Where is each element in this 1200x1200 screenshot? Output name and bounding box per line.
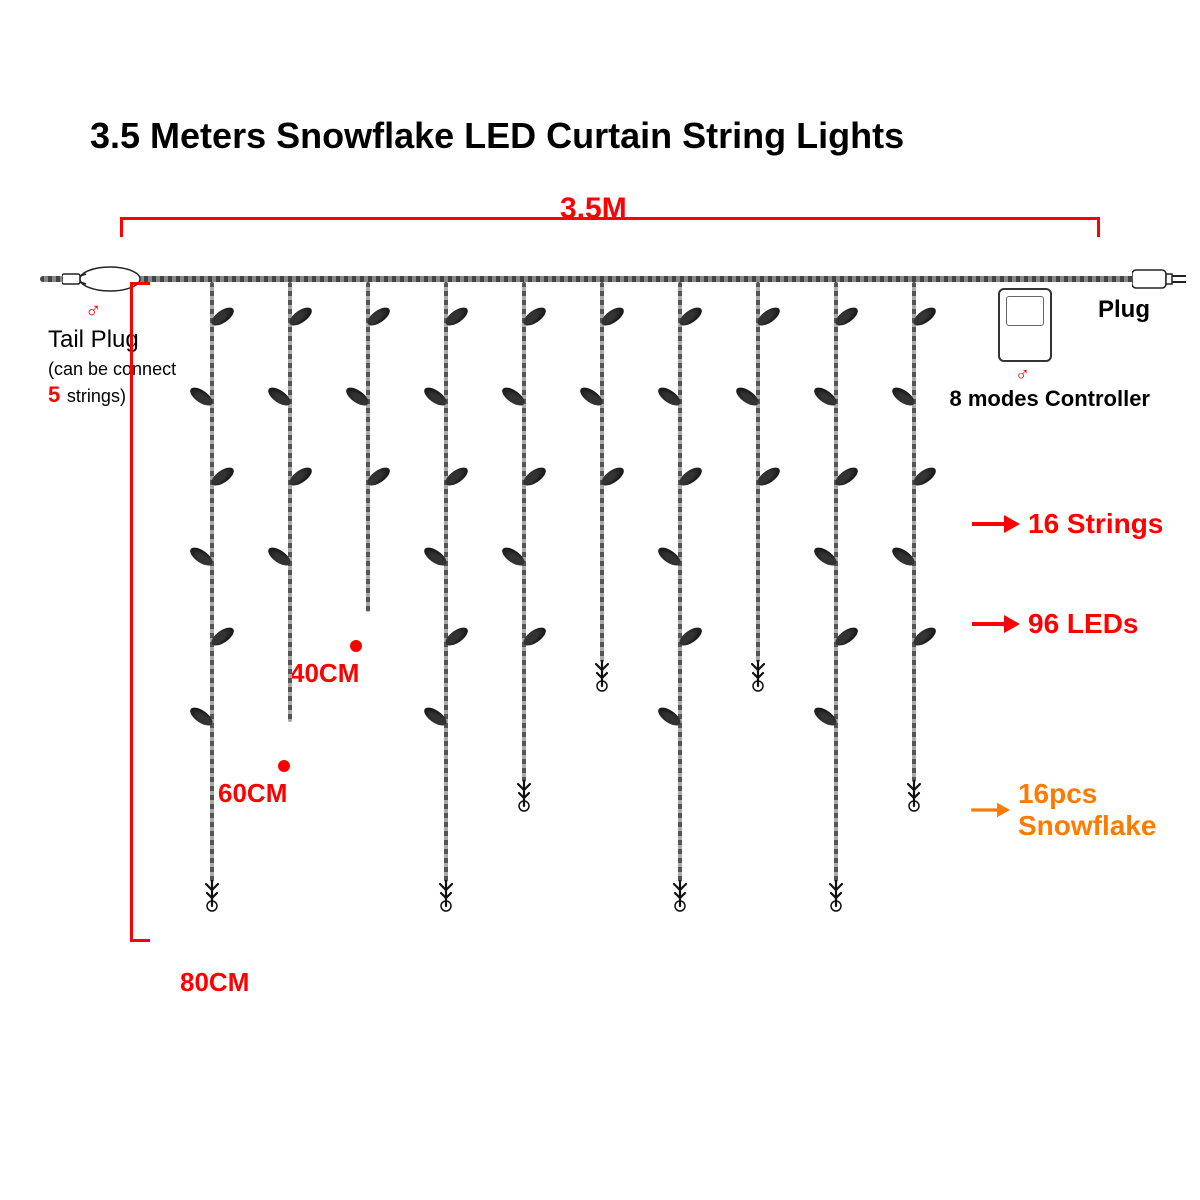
main-wire — [40, 276, 1160, 282]
strand — [600, 282, 604, 662]
callout-snowflakes-text: 16pcs Snowflake — [1018, 778, 1200, 842]
strand — [522, 282, 526, 782]
strand — [210, 282, 214, 882]
controller-icon — [998, 288, 1052, 362]
strand — [288, 282, 292, 722]
tail-plug-label: Tail Plug (can be connect 5 strings) — [48, 326, 176, 409]
length-label-60cm: 60CM — [218, 778, 287, 809]
tail-plug-sub: (can be connect — [48, 359, 176, 379]
height-dimension-bracket — [130, 282, 150, 942]
callout-leds: 96 LEDs — [968, 608, 1139, 640]
arrow-icon — [968, 613, 1020, 635]
length-label-80cm: 80CM — [180, 967, 249, 998]
snowflake-icon — [418, 878, 474, 934]
tail-plug-male-symbol: ♂ — [85, 298, 102, 324]
snowflake-icon — [886, 778, 942, 834]
length-dot-60cm — [278, 760, 290, 772]
callout-strings: 16 Strings — [968, 508, 1163, 540]
callout-snowflakes: 16pcs Snowflake — [968, 778, 1200, 842]
strand — [366, 282, 370, 612]
snowflake-icon — [184, 878, 240, 934]
strand — [678, 282, 682, 882]
callout-leds-text: 96 LEDs — [1028, 608, 1139, 640]
arrow-icon — [968, 799, 1010, 821]
strand — [444, 282, 448, 882]
plug-label: Plug — [1098, 296, 1150, 324]
width-dimension-label: 3.5M — [560, 192, 627, 226]
snowflake-icon — [808, 878, 864, 934]
tail-plug-count: 5 — [48, 382, 60, 407]
plug-icon — [1132, 264, 1190, 294]
length-label-40cm: 40CM — [290, 658, 359, 689]
page-title: 3.5 Meters Snowflake LED Curtain String … — [90, 115, 904, 157]
strand — [756, 282, 760, 662]
controller-male-symbol: ♂ — [1015, 364, 1030, 387]
snowflake-icon — [574, 658, 630, 714]
strand — [834, 282, 838, 882]
snowflake-icon — [730, 658, 786, 714]
callout-strings-text: 16 Strings — [1028, 508, 1163, 540]
snowflake-icon — [652, 878, 708, 934]
controller-label: 8 modes Controller — [950, 386, 1150, 412]
length-dot-40cm — [350, 640, 362, 652]
tail-plug-unit: strings) — [67, 386, 126, 406]
strand — [912, 282, 916, 782]
snowflake-icon — [496, 778, 552, 834]
tail-plug-text: Tail Plug — [48, 326, 139, 353]
arrow-icon — [968, 513, 1020, 535]
